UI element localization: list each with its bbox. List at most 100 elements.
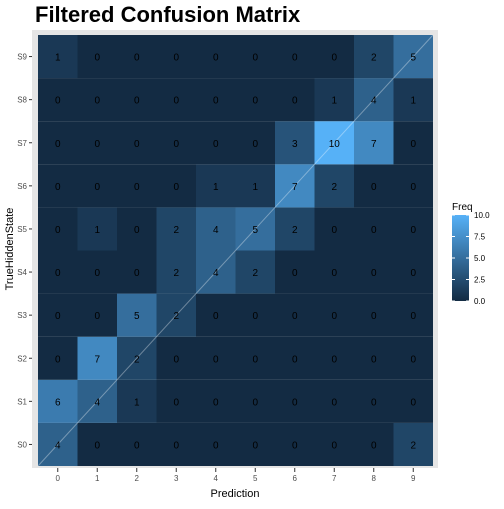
heatmap-cell (38, 379, 78, 423)
x-tick-label: 4 (214, 474, 219, 483)
heatmap-cell (235, 164, 275, 208)
heatmap-cell (235, 379, 275, 423)
heatmap-cell (314, 35, 354, 79)
heatmap-cells (38, 35, 433, 466)
cell-value-label: 0 (371, 440, 377, 451)
cell-value-label: 0 (292, 354, 298, 365)
heatmap-cell (156, 78, 196, 122)
heatmap-cell (77, 35, 117, 79)
y-axis-title: TrueHiddenState (4, 208, 16, 291)
cell-value-label: 0 (292, 311, 298, 322)
heatmap-cell (77, 422, 117, 466)
cell-value-label: 0 (94, 268, 100, 279)
heatmap-cell (314, 250, 354, 294)
cell-value-label: 0 (94, 182, 100, 193)
cell-value-label: 0 (331, 268, 337, 279)
heatmap-cell (196, 207, 236, 251)
heatmap-cell (117, 293, 157, 337)
x-tick-label: 6 (293, 474, 298, 483)
heatmap-cell (275, 35, 315, 79)
heatmap-cell (393, 422, 433, 466)
y-tick-label: S9 (17, 53, 27, 62)
cell-value-label: 4 (213, 268, 219, 279)
cell-value-label: 0 (134, 139, 140, 150)
heatmap-cell (354, 379, 394, 423)
cell-value-label: 2 (173, 311, 179, 322)
cell-value-label: 0 (213, 139, 219, 150)
heatmap-cell (314, 422, 354, 466)
cell-value-label: 1 (331, 96, 337, 107)
heatmap-cell (77, 379, 117, 423)
cell-value-label: 0 (55, 311, 61, 322)
y-tick-label: S1 (17, 397, 27, 406)
heatmap-cell (117, 336, 157, 380)
cell-value-label: 0 (173, 96, 179, 107)
heatmap-cell (117, 379, 157, 423)
cell-value-label: 0 (213, 397, 219, 408)
cell-value-label: 0 (252, 96, 258, 107)
cell-value-label: 5 (410, 53, 416, 64)
cell-value-label: 0 (94, 96, 100, 107)
cell-value-label: 0 (55, 139, 61, 150)
x-tick-label: 2 (135, 474, 140, 483)
heatmap-cell (393, 250, 433, 294)
cell-value-label: 1 (410, 96, 416, 107)
heatmap-cell (275, 78, 315, 122)
cell-value-label: 0 (134, 53, 140, 64)
cell-value-label: 0 (331, 397, 337, 408)
heatmap-cell (38, 207, 78, 251)
heatmap-cell (196, 336, 236, 380)
x-axis-title: Prediction (211, 488, 260, 500)
cell-value-label: 0 (371, 397, 377, 408)
heatmap-cell (354, 78, 394, 122)
heatmap-cell (354, 207, 394, 251)
cell-value-label: 0 (410, 139, 416, 150)
legend-tick-label: 0.0 (474, 297, 486, 306)
heatmap-cell (354, 164, 394, 208)
heatmap-cell (156, 379, 196, 423)
cell-value-label: 0 (134, 225, 140, 236)
cell-value-label: 0 (292, 268, 298, 279)
heatmap-cell (196, 35, 236, 79)
cell-value-label: 4 (55, 440, 61, 451)
legend: Freq 10.0 7.5 5.0 2.5 0.0 (452, 202, 490, 306)
cell-value-label: 6 (55, 397, 61, 408)
heatmap-cell (77, 207, 117, 251)
heatmap-cell (196, 293, 236, 337)
cell-value-label: 0 (55, 268, 61, 279)
y-tick-label: S6 (17, 182, 27, 191)
heatmap-cell (275, 164, 315, 208)
cell-value-label: 0 (252, 53, 258, 64)
x-tick-label: 9 (411, 474, 416, 483)
heatmap-cell (275, 379, 315, 423)
heatmap-cell (38, 422, 78, 466)
cell-value-label: 2 (252, 268, 258, 279)
cell-value-label: 0 (94, 440, 100, 451)
cell-value-label: 0 (410, 225, 416, 236)
legend-ticks: 10.0 7.5 5.0 2.5 0.0 (452, 211, 490, 306)
cell-value-label: 1 (213, 182, 219, 193)
heatmap-cell (77, 336, 117, 380)
cell-value-label: 2 (292, 225, 298, 236)
heatmap-cell (235, 35, 275, 79)
heatmap-cell (77, 78, 117, 122)
cell-value-label: 0 (134, 440, 140, 451)
heatmap-cell (77, 121, 117, 165)
heatmap-cell (38, 336, 78, 380)
cell-value-label: 0 (213, 96, 219, 107)
heatmap-cell (38, 293, 78, 337)
heatmap-cell (235, 293, 275, 337)
cell-value-label: 0 (134, 96, 140, 107)
heatmap-cell (156, 250, 196, 294)
cell-value-label: 5 (252, 225, 258, 236)
heatmap-cell (393, 207, 433, 251)
cell-value-label: 0 (371, 225, 377, 236)
heatmap-cell (77, 293, 117, 337)
cell-value-label: 4 (94, 397, 100, 408)
cell-value-label: 0 (94, 139, 100, 150)
cell-value-label: 2 (410, 440, 416, 451)
y-tick-label: S8 (17, 96, 27, 105)
heatmap-cell (156, 121, 196, 165)
cell-value-label: 0 (173, 139, 179, 150)
legend-colorbar (452, 215, 469, 301)
